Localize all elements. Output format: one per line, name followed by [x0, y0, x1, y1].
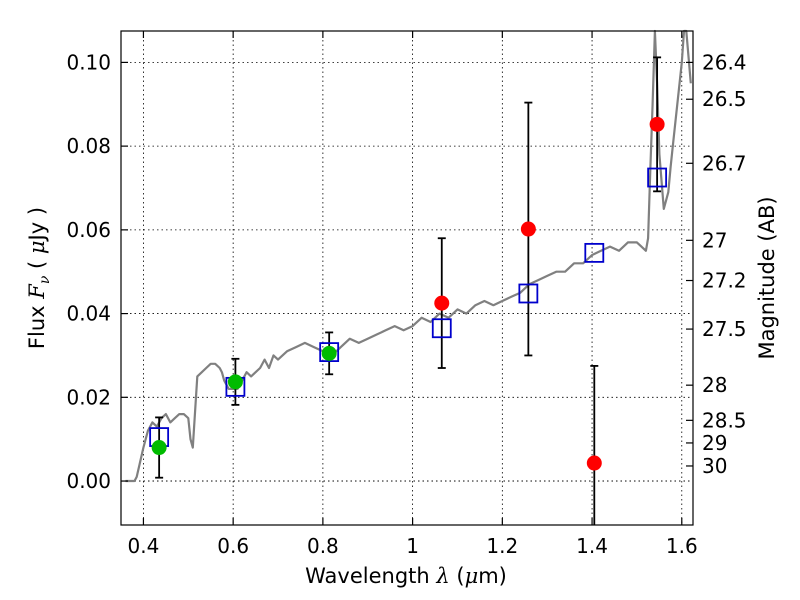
- green-data-point: [151, 440, 167, 456]
- red-data-point: [586, 455, 602, 471]
- y-axis-title: Flux Fν ( μJy ): [25, 207, 53, 349]
- template-spectrum-line: [125, 29, 692, 483]
- model-flux-square: [431, 318, 452, 339]
- y-tick-label: 0.06: [66, 218, 111, 242]
- x-axis-title: Wavelength λ (μm): [305, 564, 507, 588]
- model-flux-square: [647, 167, 668, 188]
- green-data-point: [321, 345, 337, 361]
- magnitude-tick-label: 28.5: [702, 408, 747, 432]
- data-markers: [149, 116, 668, 471]
- magnitude-tick-label: 27: [702, 228, 727, 252]
- magnitude-tick-label: 26.4: [702, 50, 747, 74]
- model-flux-square: [518, 283, 539, 304]
- y-tick-label: 0.02: [66, 385, 111, 409]
- x-tick-label: 1: [406, 534, 419, 558]
- y-tick-label: 0.08: [66, 134, 111, 158]
- y2-axis-title: Magnitude (AB): [755, 196, 779, 359]
- model-flux-square: [584, 242, 605, 263]
- green-data-point: [227, 374, 243, 390]
- x-tick-label: 1.2: [486, 534, 518, 558]
- magnitude-tick-label: 26.5: [702, 87, 747, 111]
- red-data-point: [520, 221, 536, 237]
- y-tick-label: 0.04: [66, 302, 111, 326]
- magnitude-tick-label: 29: [702, 431, 727, 455]
- red-data-point: [649, 116, 665, 132]
- y-tick-label: 0.10: [66, 50, 111, 74]
- x-axis-ticks: 0.4 0.6 0.8 1 1.2 1.4 1.6: [128, 31, 698, 558]
- model-flux-square: [319, 342, 340, 363]
- magnitude-tick-label: 27.5: [702, 317, 747, 341]
- plot-frame: [120, 30, 694, 526]
- y-axis-ticks: 0.00 0.02 0.04 0.06 0.08 0.10: [66, 50, 128, 493]
- y-tick-label: 0.00: [66, 469, 111, 493]
- magnitude-tick-label: 27.2: [702, 269, 747, 293]
- x-tick-label: 0.6: [217, 534, 249, 558]
- x-tick-label: 1.4: [576, 534, 608, 558]
- error-bars: [155, 56, 662, 525]
- x-tick-label: 0.4: [128, 534, 160, 558]
- magnitude-tick-label: 30: [702, 454, 727, 478]
- x-tick-label: 1.6: [666, 534, 698, 558]
- x-tick-label: 0.8: [307, 534, 339, 558]
- red-data-point: [434, 295, 450, 311]
- gridlines: [121, 31, 693, 525]
- magnitude-tick-label: 26.7: [702, 151, 747, 175]
- magnitude-tick-label: 28: [702, 373, 727, 397]
